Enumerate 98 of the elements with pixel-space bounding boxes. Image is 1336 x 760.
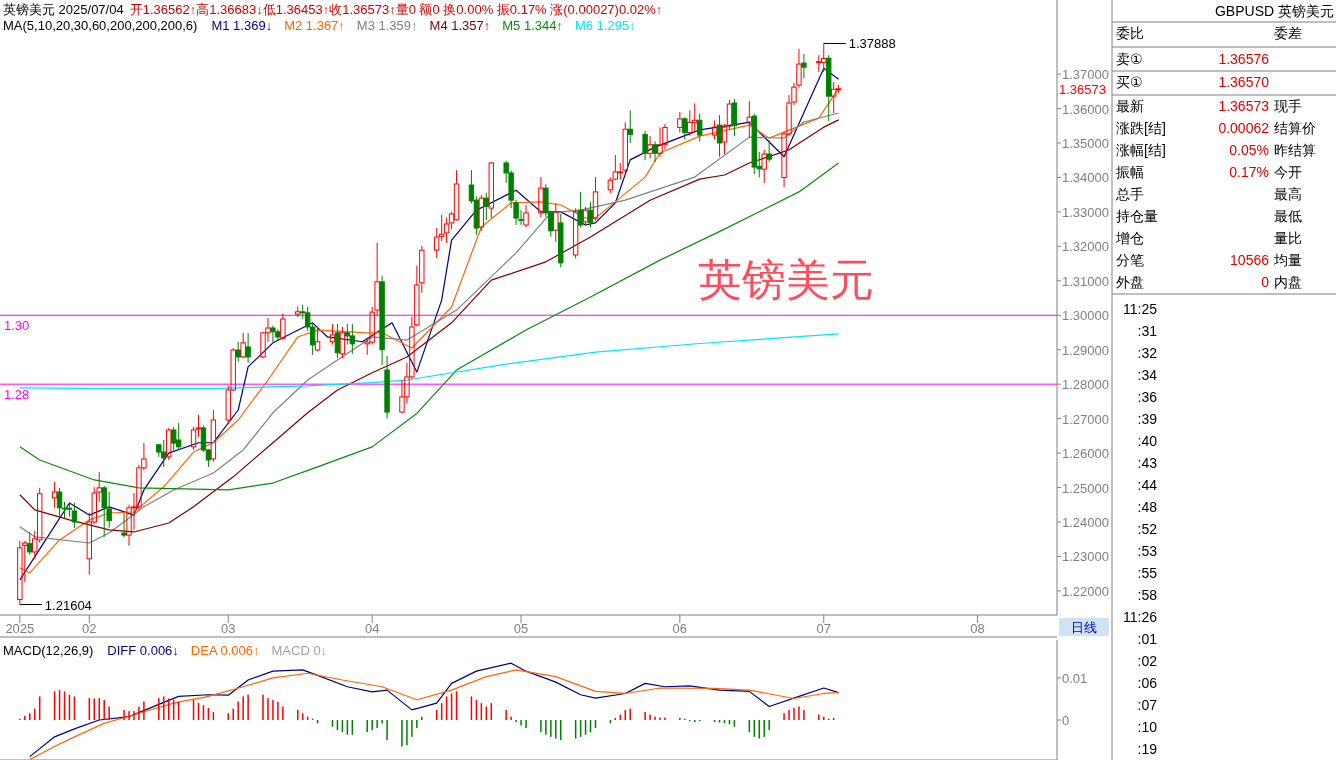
y-tick-label: 1.25000 (1062, 480, 1109, 496)
y-tick-label: 1.30000 (1062, 308, 1109, 324)
legend-title: MA(5,10,20,30,60,200,200,200,6) (3, 18, 198, 33)
y-tick-label: 1.33000 (1062, 204, 1109, 220)
x-tick-label: 05 (513, 621, 529, 636)
x-tick-label: 04 (364, 621, 380, 636)
text: M3 1.359↑ (356, 18, 418, 33)
category-label: :39 (1137, 411, 1158, 427)
category-label: 11:26 (1123, 609, 1158, 625)
x-tick-label: 2025 (5, 621, 35, 636)
text: M5 1.344↑ (502, 18, 563, 33)
y-tick-label: 1.29000 (1062, 342, 1109, 358)
y-tick-label: 0 (1062, 713, 1070, 728)
x-tick-label: 08 (970, 621, 985, 636)
text: 均量 (1273, 252, 1302, 268)
text: 增仓 (1115, 230, 1144, 246)
category-label: :36 (1137, 389, 1158, 405)
category-label: :19 (1137, 741, 1158, 757)
text: 昨结算 (1274, 142, 1316, 158)
category-label: :43 (1137, 455, 1158, 471)
text: 今开 (1274, 164, 1302, 180)
y-tick-label: 1.22000 (1062, 583, 1109, 599)
y-tick-label: 1.28000 (1062, 377, 1109, 393)
y-tick-label: 0.01 (1062, 670, 1088, 686)
text: M1 1.369↓ (211, 18, 273, 33)
y-tick-label: 1.34000 (1062, 170, 1109, 186)
text: 1.36573 (1059, 81, 1106, 97)
category-label: :06 (1137, 675, 1158, 691)
text: 现手 (1274, 98, 1302, 114)
category-label: :58 (1137, 587, 1158, 603)
y-tick-label: 1.24000 (1062, 514, 1109, 530)
chart-title: 英镑美元 2025/07/04 (3, 2, 124, 17)
text: 1.36570 (1218, 74, 1270, 90)
y-tick-label: 1.26000 (1062, 446, 1109, 462)
category-label: :44 (1137, 477, 1158, 493)
y-tick-label: 1.32000 (1062, 239, 1109, 255)
text: 0 (1261, 274, 1270, 290)
text: M2 1.367↑ (284, 18, 345, 33)
text: 最新 (1116, 98, 1144, 114)
text: 1.36576 (1218, 51, 1270, 67)
text: 委差 (1274, 25, 1302, 41)
chart-subtitle: 开1.36562↑高1.36683↓低1.36453↑收1.36573↑量0 额0 换0.00% 振0.17% 涨(0.00027)0.02%↑ (129, 2, 663, 17)
category-label: :53 (1137, 543, 1158, 559)
text: 分笔 (1116, 252, 1144, 268)
y-tick-label: 1.23000 (1062, 549, 1109, 565)
x-tick-label: 03 (221, 621, 236, 636)
category-label: :07 (1137, 697, 1158, 713)
x-tick-label: 06 (672, 621, 688, 636)
ref-line-label: 1.28 (4, 387, 30, 403)
text: 内盘 (1274, 274, 1302, 290)
category-label: :10 (1137, 719, 1158, 735)
text: GBPUSD 英镑美元 (1214, 3, 1334, 19)
text: M6 1.295↑ (574, 18, 636, 33)
y-tick-label: 1.31000 (1062, 273, 1109, 289)
annotation: 1.21604 (44, 597, 92, 613)
category-label: 11:25 (1123, 301, 1158, 317)
text: 结算价 (1274, 120, 1316, 136)
text: 卖① (1116, 51, 1143, 67)
text: 外盘 (1116, 274, 1144, 290)
text: 量比 (1274, 230, 1302, 246)
text: 买① (1116, 74, 1143, 90)
category-label: :55 (1137, 565, 1158, 581)
category-label: :40 (1137, 433, 1158, 449)
category-label: :01 (1137, 631, 1158, 647)
text: 涨跌[结] (1116, 120, 1166, 136)
x-tick-label: 07 (816, 621, 831, 636)
category-label: :34 (1137, 367, 1158, 383)
text: DIFF 0.006↓ (107, 643, 179, 658)
text: 日线 (1071, 620, 1097, 635)
legend-title: MACD(12,26,9) (3, 643, 94, 658)
annotation: MACD 0↓ (271, 643, 328, 658)
category-label: :31 (1137, 323, 1158, 339)
x-tick-label: 02 (82, 621, 97, 636)
category-label: :52 (1137, 521, 1158, 537)
y-tick-label: 1.27000 (1062, 411, 1109, 427)
series-label: DEA 0.006↑ (190, 643, 260, 658)
text: 振幅 (1116, 164, 1144, 180)
y-tick-label: 1.35000 (1062, 135, 1109, 151)
text: 1.36573 (1218, 98, 1270, 114)
category-label: :02 (1137, 653, 1158, 669)
text: 0.00062 (1218, 120, 1270, 136)
y-tick-label: 1.37000 (1062, 67, 1109, 83)
text: 持仓量 (1116, 208, 1158, 224)
text: 0.05% (1229, 142, 1269, 158)
ref-line-label: 1.30 (4, 318, 30, 334)
annotation: 英镑美元 (697, 255, 874, 305)
category-label: :32 (1137, 345, 1158, 361)
text: M4 1.357↑ (429, 18, 491, 33)
y-tick-label: 1.36000 (1062, 101, 1109, 117)
text: 0.17% (1229, 164, 1269, 180)
annotation: 1.37888 (848, 36, 896, 52)
text: 最高 (1274, 186, 1302, 202)
text: 10566 (1230, 252, 1270, 268)
text: 最低 (1274, 208, 1302, 224)
category-label: :48 (1137, 499, 1158, 515)
text: 涨幅[结] (1116, 142, 1166, 158)
text: 总手 (1115, 186, 1144, 202)
text: 委比 (1116, 25, 1144, 41)
